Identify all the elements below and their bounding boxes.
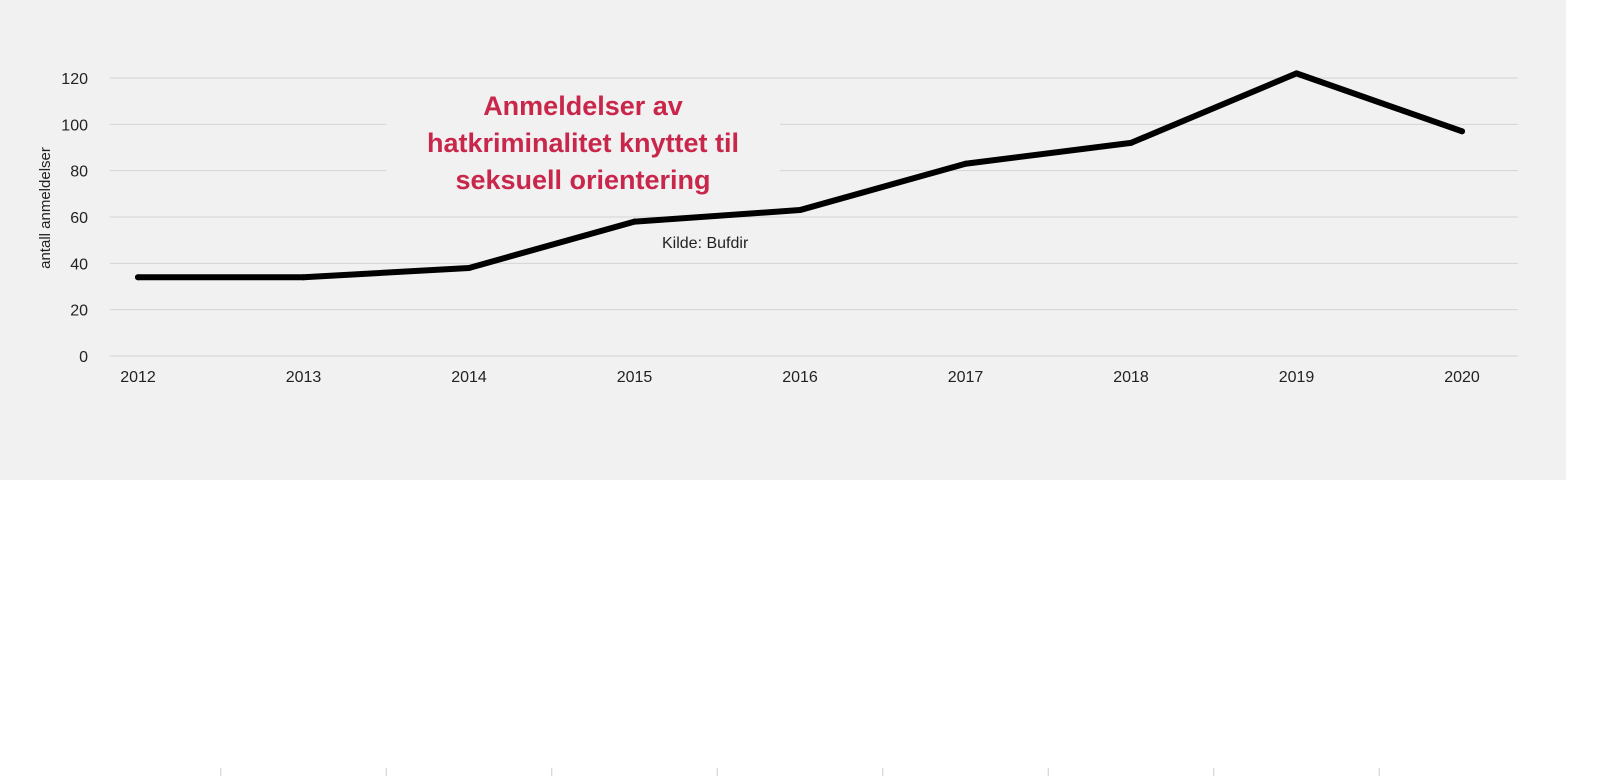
- y-tick-label: 40: [70, 256, 88, 273]
- data-point: [135, 274, 141, 281]
- data-point: [466, 264, 472, 271]
- data-point: [300, 274, 307, 281]
- x-tick-label: 2020: [1444, 369, 1480, 386]
- x-tick-label: 2014: [451, 369, 487, 386]
- x-tick-label: 2018: [1113, 369, 1149, 386]
- source-note: Kilde: Bufdir: [662, 235, 749, 252]
- data-point: [1459, 128, 1465, 135]
- x-tick-label: 2019: [1279, 369, 1315, 386]
- data-point: [1128, 139, 1134, 146]
- data-point: [797, 207, 803, 214]
- y-axis-ticks: 0 20 40 60 80 100 120: [61, 71, 88, 366]
- data-point: [962, 160, 969, 167]
- chart-title: Anmeldelser av hatkriminalitet knyttet t…: [386, 84, 780, 202]
- x-tick-label: 2016: [782, 369, 818, 386]
- y-tick-label: 0: [79, 349, 88, 366]
- series-line-group: [135, 70, 1465, 281]
- x-tick-label: 2013: [286, 369, 322, 386]
- x-axis-ticks: 2012 2013 2014 2015 2016 2017 2018 2019 2020: [120, 369, 1480, 386]
- x-tick-label: 2012: [120, 369, 156, 386]
- y-tick-label: 100: [61, 117, 88, 134]
- y-tick-label: 60: [70, 210, 88, 227]
- chart-title-line-2: hatkriminalitet knyttet til: [426, 127, 740, 158]
- chart-title-line-1: Anmeldelser av: [483, 90, 683, 121]
- y-tick-label: 80: [70, 164, 88, 181]
- data-point: [1293, 70, 1300, 77]
- y-tick-label: 120: [61, 71, 88, 88]
- chart-title-line-3: seksuell orientering: [455, 164, 711, 195]
- y-axis-label: antall anmeldelser: [37, 147, 54, 269]
- x-tick-label: 2017: [948, 369, 984, 386]
- x-tick-label: 2015: [617, 369, 653, 386]
- data-point: [631, 218, 638, 225]
- y-tick-label: 20: [70, 303, 88, 320]
- chart-panel: [0, 0, 1566, 480]
